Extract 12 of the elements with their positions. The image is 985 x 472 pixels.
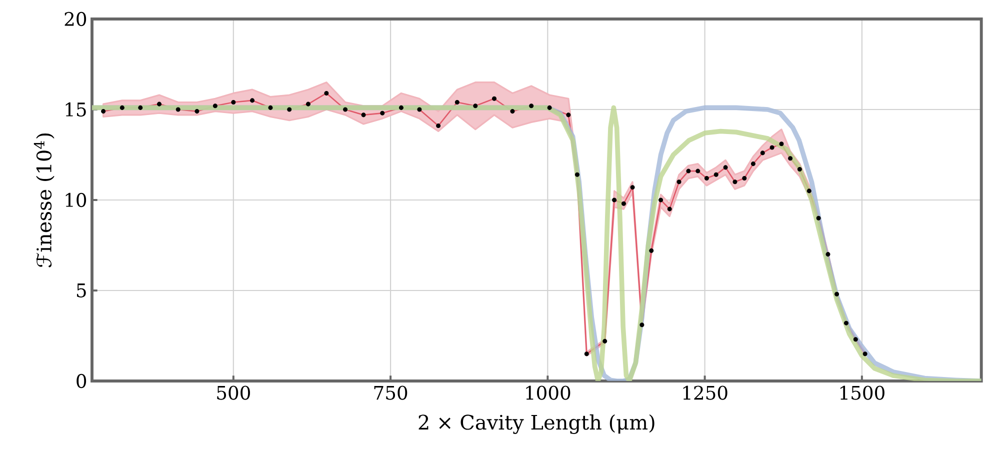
y-tick-label: 20 bbox=[64, 12, 86, 26]
y-tick-label: 10 bbox=[66, 192, 86, 208]
y-tick-label: 0 bbox=[76, 374, 86, 388]
y-axis-title: ℱinesse (10$^{4}$) bbox=[34, 134, 54, 268]
y-tick-label: 15 bbox=[66, 102, 86, 117]
x-tick-label: 750 bbox=[374, 386, 408, 400]
x-tick-label: 1500 bbox=[840, 386, 884, 400]
x-tick-label: 500 bbox=[217, 386, 250, 400]
x-axis-title: 2 × Cavity Length (μm) bbox=[418, 414, 654, 434]
y-tick-label: 5 bbox=[77, 284, 86, 298]
x-tick-label: 1250 bbox=[683, 386, 728, 400]
x-tick-label: 1000 bbox=[526, 386, 570, 400]
